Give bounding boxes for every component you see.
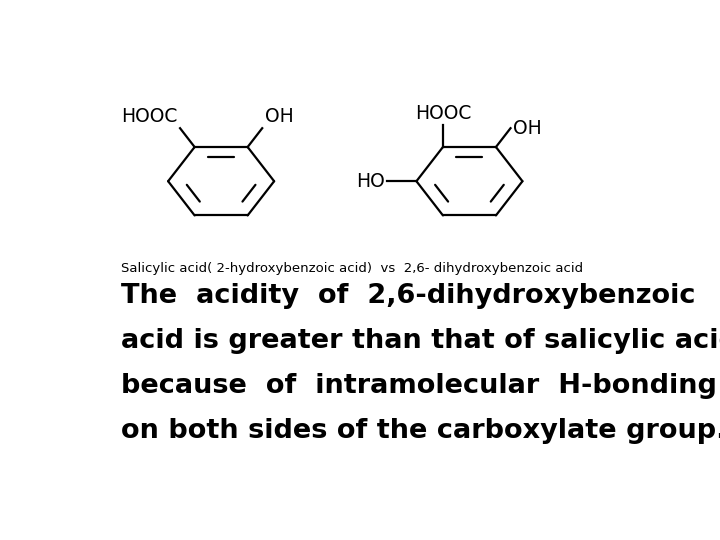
Text: HO: HO xyxy=(356,172,384,191)
Text: because  of  intramolecular  H-bonding: because of intramolecular H-bonding xyxy=(121,373,716,399)
Text: Salicylic acid( 2-hydroxybenzoic acid)  vs  2,6- dihydroxybenzoic acid: Salicylic acid( 2-hydroxybenzoic acid) v… xyxy=(121,262,582,275)
Text: on both sides of the carboxylate group.: on both sides of the carboxylate group. xyxy=(121,418,720,444)
Text: HOOC: HOOC xyxy=(415,104,471,123)
Text: OH: OH xyxy=(265,107,294,126)
Text: OH: OH xyxy=(513,119,542,138)
Text: The  acidity  of  2,6-dihydroxybenzoic: The acidity of 2,6-dihydroxybenzoic xyxy=(121,283,696,309)
Text: HOOC: HOOC xyxy=(121,107,177,126)
Text: acid is greater than that of salicylic acid: acid is greater than that of salicylic a… xyxy=(121,328,720,354)
